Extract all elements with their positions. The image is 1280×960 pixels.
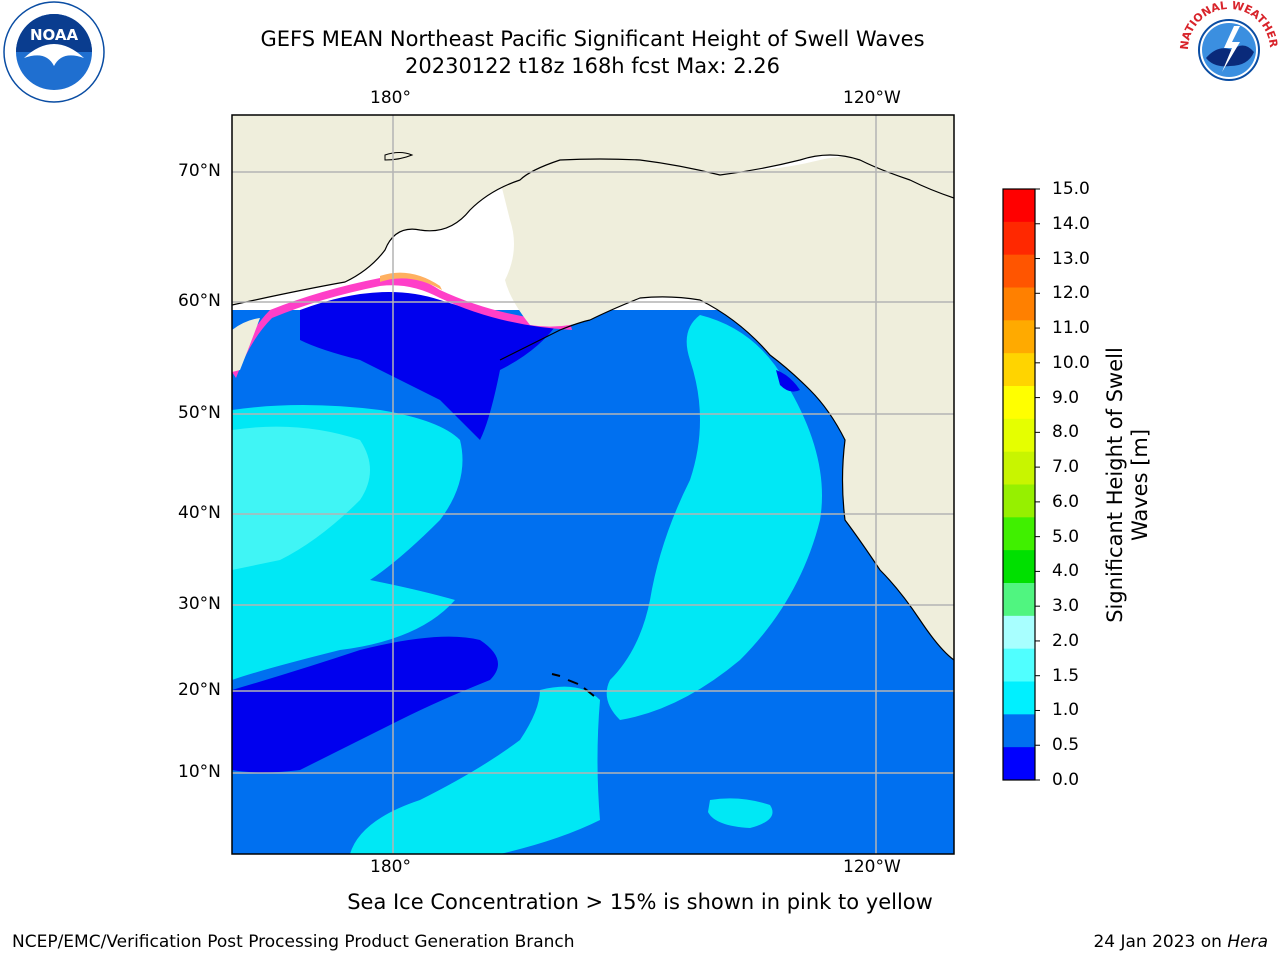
colorbar-tick-label: 1.5 [1052,665,1080,686]
colorbar-tick-label: 15.0 [1052,179,1090,199]
hawaii-islands [551,673,595,697]
lat-label-50n: 50°N [178,403,221,423]
colorbar-tick-label: 3.0 [1052,596,1080,617]
cyan-region-east [606,315,822,720]
colorbar-tick-label: 7.0 [1052,457,1080,478]
colorbar-swatch [1003,320,1035,354]
colorbar-swatch [1003,451,1035,485]
lat-label-30n: 30°N [178,594,221,614]
chart-title: GEFS MEAN Northeast Pacific Significant … [260,27,925,51]
colorbar-label-line2: Waves [m] [1128,428,1152,542]
colorbar-tick-label: 13.0 [1052,248,1090,269]
colorbar-swatch [1003,353,1035,387]
svg-text:NOAA: NOAA [30,26,79,44]
colorbar-swatch [1003,484,1035,518]
colorbar-tick-label: 12.0 [1052,283,1090,304]
land-kamchatka [232,318,260,372]
colorbar-swatch [1003,747,1035,781]
sea-ice-note: Sea Ice Concentration > 15% is shown in … [347,890,933,914]
colorbar-tick-label: 4.0 [1052,561,1080,582]
lon-label-bottom-120w: 120°W [843,857,901,877]
colorbar-swatch [1003,583,1035,617]
footer-credit: NCEP/EMC/Verification Post Processing Pr… [12,932,575,952]
colorbar-tick-label: 0.0 [1052,770,1080,790]
land-north [232,115,954,305]
lat-label-40n: 40°N [178,503,221,523]
lat-label-10n: 10°N [178,762,221,782]
colorbar-tick-label: 10.0 [1052,352,1090,373]
dark-blue-region-north [300,292,560,440]
cyan-patch-southeast [708,798,773,828]
map-gridlines [232,115,954,854]
lat-label-70n: 70°N [178,161,221,181]
colorbar-tick-label: 11.0 [1052,318,1090,339]
land-siberia [232,115,300,178]
lon-label-top-120w: 120°W [843,88,901,108]
land-north-america [500,155,954,660]
colorbar-swatch [1003,418,1035,453]
lon-label-bottom-180: 180° [370,857,411,877]
colorbar-label-line1: Significant Height of Swell [1103,347,1127,623]
lat-label-20n: 20°N [178,680,221,700]
chart-subtitle: 20230122 t18z 168h fcst Max: 2.26 [405,54,780,78]
colorbar-swatch [1003,221,1035,256]
colorbar-swatch [1003,189,1035,223]
map-frame [231,114,955,855]
lat-label-60n: 60°N [178,291,221,311]
lon-label-top-180: 180° [370,88,411,108]
colorbar-swatch [1003,550,1035,584]
colorbar-swatch [1003,648,1035,682]
footer-host: Hera [1227,932,1268,952]
sea-ice-orange [380,272,442,290]
colorbar-tick-label: 8.0 [1052,422,1080,443]
colorbar-frame [1002,188,1036,781]
colorbar-tick-label: 0.5 [1052,735,1080,756]
colorbar-tick-label: 5.0 [1052,526,1080,547]
light-cyan-region-west [232,426,370,570]
colorbar-swatch [1003,386,1035,420]
colorbar-tick-label: 6.0 [1052,491,1080,512]
colorbar [1003,188,1040,781]
colorbar-tick-label: 2.0 [1052,630,1080,651]
wrangel-island [384,152,414,161]
colorbar-tick-label: 14.0 [1052,213,1090,234]
footer-date-text: 24 Jan 2023 on [1093,932,1228,952]
colorbar-swatch [1003,615,1035,650]
cyan-region-south [350,686,600,854]
colorbar-swatch [1003,254,1035,288]
colorbar-tick-label: 9.0 [1052,387,1080,408]
colorbar-label: Significant Height of Swell Waves [m] [1103,347,1153,623]
colorbar-swatch [1003,517,1035,551]
national-weather-service-logo-icon: NATIONAL WEATHER SERVICE [1178,0,1280,98]
colorbar-swatch [1003,681,1035,715]
dark-blue-patch-coast [776,370,800,392]
colorbar-swatch [1003,287,1035,321]
footer-date: 24 Jan 2023 on Hera [1093,932,1268,952]
colorbar-tick-label: 1.0 [1052,700,1080,721]
dark-blue-region-southwest [232,636,498,773]
noaa-logo-icon: NOAA [3,1,105,103]
colorbar-swatch [1003,714,1035,748]
